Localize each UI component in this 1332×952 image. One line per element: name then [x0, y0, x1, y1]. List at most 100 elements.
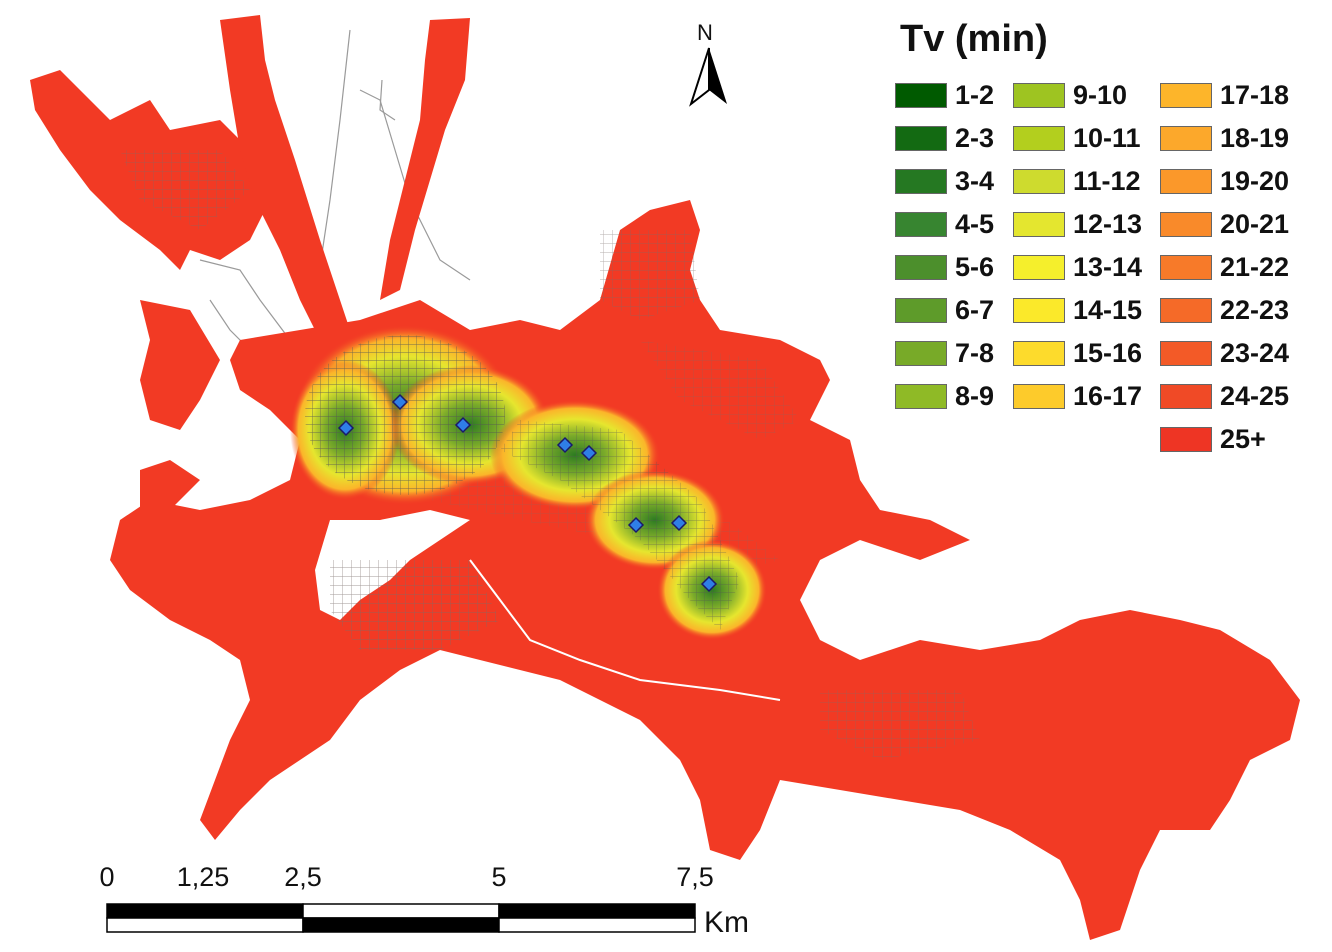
legend-swatch — [1013, 82, 1065, 108]
scale-label: 7,5 — [676, 862, 714, 892]
station-marker — [391, 393, 409, 411]
legend-label: 18-19 — [1220, 122, 1290, 153]
legend-item: 2-3 — [895, 123, 994, 153]
legend-label: 7-8 — [955, 337, 995, 368]
legend-item: 9-10 — [1013, 80, 1127, 110]
station-marker — [337, 419, 355, 437]
legend-label: 11-12 — [1073, 165, 1141, 196]
legend-item: 13-14 — [1013, 252, 1142, 282]
legend-label: 23-24 — [1220, 337, 1290, 368]
scale-label: 0 — [99, 862, 115, 892]
legend-label: 22-23 — [1220, 294, 1290, 325]
legend-swatch — [895, 340, 947, 366]
legend-item: 18-19 — [1160, 123, 1289, 153]
legend-label: 13-14 — [1073, 251, 1143, 282]
scale-label: 5 — [491, 862, 507, 892]
legend-item: 5-6 — [895, 252, 994, 282]
legend-swatch — [1013, 254, 1065, 280]
legend-label: 4-5 — [955, 208, 995, 239]
legend-swatch — [895, 297, 947, 323]
travel-time-gradient — [290, 325, 767, 640]
legend-item: 3-4 — [895, 166, 994, 196]
legend-item: 14-15 — [1013, 295, 1142, 325]
scale-label: 2,5 — [284, 862, 322, 892]
legend-swatch — [895, 211, 947, 237]
legend-swatch — [895, 168, 947, 194]
legend-swatch — [895, 82, 947, 108]
legend-item: 4-5 — [895, 209, 994, 239]
river — [469, 559, 781, 701]
north-arrow-icon — [689, 47, 727, 107]
legend-item: 25+ — [1160, 424, 1266, 454]
legend-label: 9-10 — [1073, 79, 1128, 110]
legend-item: 17-18 — [1160, 80, 1289, 110]
legend-label: 16-17 — [1073, 380, 1143, 411]
legend-item: 1-2 — [895, 80, 994, 110]
legend-label: 1-2 — [955, 79, 995, 110]
legend-label: 3-4 — [955, 165, 995, 196]
scale-bar-graphic — [106, 903, 696, 933]
legend-label: 21-22 — [1220, 251, 1290, 282]
legend-label: 24-25 — [1220, 380, 1290, 411]
north-arrow: N — [683, 20, 735, 110]
legend-label: 2-3 — [955, 122, 995, 153]
north-label: N — [697, 20, 713, 45]
legend-swatch — [1160, 211, 1212, 237]
legend-swatch — [895, 125, 947, 151]
legend-label: 12-13 — [1073, 208, 1143, 239]
legend-label: 19-20 — [1220, 165, 1290, 196]
legend-swatch — [1160, 297, 1212, 323]
legend: 1-2 2-3 3-4 4-5 5-6 6-7 7-8 8-9 9-10 10-11 11-12 12… — [895, 80, 1325, 470]
legend-swatch — [1160, 383, 1212, 409]
legend-item: 23-24 — [1160, 338, 1289, 368]
legend-swatch — [1160, 82, 1212, 108]
legend-swatch — [1160, 426, 1212, 452]
legend-swatch — [1013, 297, 1065, 323]
station-marker — [700, 575, 718, 593]
legend-label: 6-7 — [955, 294, 995, 325]
legend-item: 19-20 — [1160, 166, 1289, 196]
station-marker — [556, 436, 574, 454]
legend-swatch — [1160, 254, 1212, 280]
legend-item: 21-22 — [1160, 252, 1289, 282]
legend-item: 24-25 — [1160, 381, 1289, 411]
legend-label: 14-15 — [1073, 294, 1143, 325]
legend-label: 8-9 — [955, 380, 995, 411]
legend-swatch — [1013, 340, 1065, 366]
legend-label: 17-18 — [1220, 79, 1290, 110]
station-marker — [454, 416, 472, 434]
station-marker — [670, 514, 688, 532]
stations — [337, 393, 718, 593]
legend-item: 16-17 — [1013, 381, 1142, 411]
legend-swatch — [1013, 383, 1065, 409]
legend-item: 15-16 — [1013, 338, 1142, 368]
legend-item: 11-12 — [1013, 166, 1141, 196]
legend-label: 10-11 — [1073, 122, 1141, 153]
legend-swatch — [1013, 211, 1065, 237]
legend-swatch — [895, 254, 947, 280]
station-marker — [580, 444, 598, 462]
legend-title: Tv (min) — [900, 18, 1048, 60]
scale-label: 1,25 — [176, 862, 230, 892]
legend-item: 6-7 — [895, 295, 994, 325]
legend-label: 25+ — [1220, 423, 1266, 454]
legend-label: 15-16 — [1073, 337, 1143, 368]
legend-swatch — [1160, 125, 1212, 151]
legend-item: 10-11 — [1013, 123, 1141, 153]
legend-swatch — [1013, 125, 1065, 151]
scale-unit: Km — [704, 906, 749, 939]
legend-item: 22-23 — [1160, 295, 1289, 325]
legend-swatch — [1160, 168, 1212, 194]
legend-item: 7-8 — [895, 338, 994, 368]
legend-swatch — [895, 383, 947, 409]
legend-item: 12-13 — [1013, 209, 1142, 239]
legend-label: 5-6 — [955, 251, 995, 282]
legend-item: 8-9 — [895, 381, 994, 411]
legend-label: 20-21 — [1220, 208, 1290, 239]
legend-item: 20-21 — [1160, 209, 1289, 239]
scale-bar: Km 0 1,25 2,5 5 7,5 — [99, 862, 780, 942]
legend-swatch — [1013, 168, 1065, 194]
legend-swatch — [1160, 340, 1212, 366]
station-marker — [627, 516, 645, 534]
